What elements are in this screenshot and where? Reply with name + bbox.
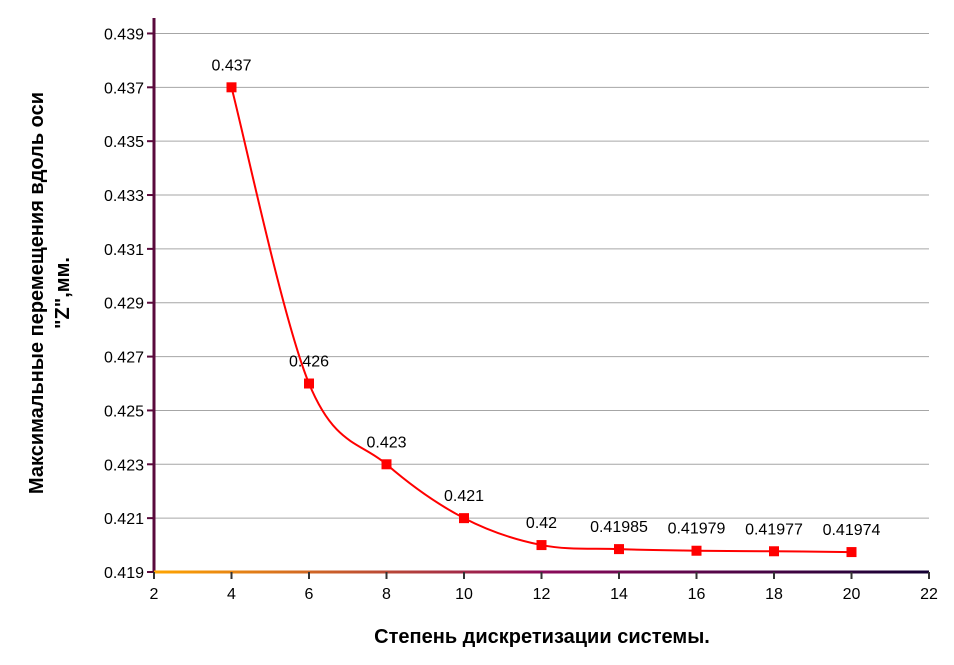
data-label: 0.421 — [444, 488, 484, 505]
data-point-marker — [614, 544, 624, 555]
y-tick-label: 0.431 — [104, 242, 144, 259]
x-tick-label: 6 — [305, 586, 314, 603]
y-tick-label: 0.421 — [104, 511, 144, 528]
data-point-marker — [691, 545, 702, 556]
x-tick-label: 20 — [843, 586, 861, 603]
data-label: 0.41974 — [823, 522, 881, 539]
data-point-marker — [381, 459, 392, 470]
data-label: 0.41979 — [668, 521, 726, 538]
x-tick-label: 8 — [382, 586, 391, 603]
x-tick-label: 2 — [150, 586, 159, 603]
y-tick-label: 0.433 — [104, 188, 144, 205]
series-line — [230, 87, 852, 554]
y-tick-label: 0.435 — [104, 134, 144, 151]
data-label: 0.423 — [366, 434, 406, 451]
series-group — [226, 82, 857, 558]
y-tick-label: 0.423 — [104, 457, 144, 474]
y-tick-label: 0.419 — [104, 565, 144, 582]
data-point-marker — [226, 82, 237, 93]
x-tick-label: 14 — [610, 586, 628, 603]
y-tick-label: 0.427 — [104, 350, 144, 367]
x-tick-label: 18 — [765, 586, 783, 603]
data-point-marker — [304, 378, 314, 389]
axes — [147, 18, 930, 579]
data-label: 0.41977 — [745, 521, 803, 538]
y-tick-label: 0.429 — [104, 296, 144, 313]
x-tick-label: 22 — [920, 586, 938, 603]
y-axis-title-line2: "Z",мм. — [52, 257, 74, 329]
data-labels: 0.437 0.426 0.423 0.421 0.42 0.41985 0.41979 0.… — [211, 57, 880, 539]
data-label: 0.42 — [526, 515, 557, 532]
data-label: 0.41985 — [590, 519, 648, 536]
gridlines — [154, 32, 929, 519]
y-tick-label: 0.439 — [104, 26, 144, 43]
x-tick-label: 16 — [688, 586, 706, 603]
y-axis-title-line1: Максимальные перемещения вдоль оси — [26, 92, 48, 494]
y-tick-label: 0.437 — [104, 80, 144, 97]
x-axis-title: Степень дискретизации системы. — [374, 626, 710, 648]
x-tick-label: 12 — [533, 586, 551, 603]
data-point-marker — [536, 540, 547, 551]
x-tick-label: 10 — [455, 586, 473, 603]
data-label: 0.426 — [289, 354, 329, 371]
data-point-marker — [459, 513, 469, 524]
x-tick-label: 4 — [227, 586, 236, 603]
data-point-marker — [769, 546, 779, 557]
y-tick-label: 0.425 — [104, 403, 144, 420]
data-label: 0.437 — [211, 57, 251, 74]
data-point-marker — [846, 547, 857, 558]
tick-labels: 0.419 0.421 0.423 0.425 0.427 0.429 0.431 0.433… — [104, 26, 938, 603]
